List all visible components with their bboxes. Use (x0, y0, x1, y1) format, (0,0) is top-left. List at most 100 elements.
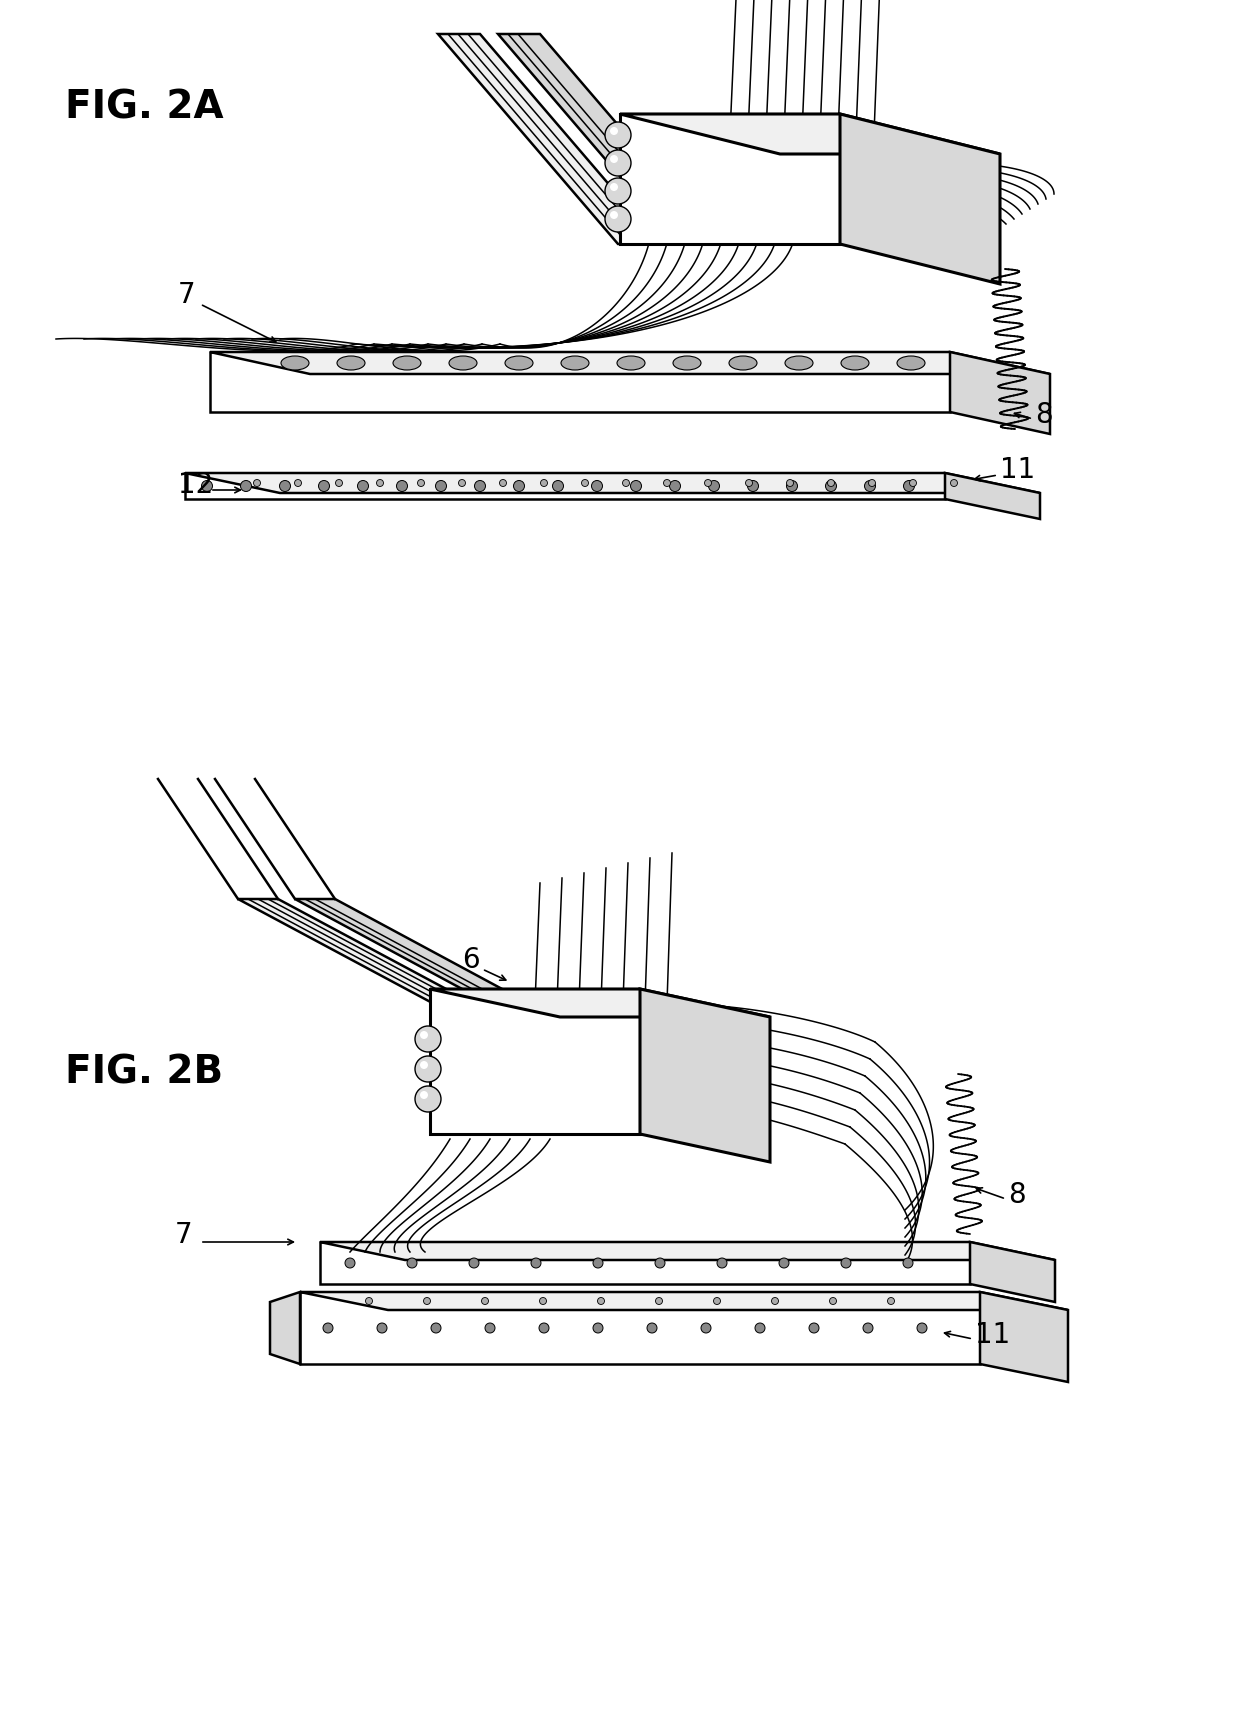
Circle shape (345, 1257, 355, 1268)
Circle shape (377, 1323, 387, 1334)
Text: 8: 8 (1008, 1179, 1025, 1209)
Circle shape (826, 481, 837, 492)
Polygon shape (950, 353, 1050, 435)
Circle shape (610, 128, 618, 135)
Circle shape (808, 1323, 818, 1334)
Circle shape (610, 184, 618, 192)
Polygon shape (238, 899, 605, 1074)
Polygon shape (839, 114, 999, 284)
Text: 11: 11 (999, 456, 1035, 483)
Ellipse shape (729, 357, 756, 371)
Polygon shape (300, 1292, 980, 1365)
Polygon shape (430, 989, 770, 1017)
Polygon shape (970, 1242, 1055, 1302)
Circle shape (622, 480, 630, 487)
Circle shape (357, 481, 368, 492)
Circle shape (539, 1297, 547, 1304)
Polygon shape (185, 475, 945, 501)
Circle shape (500, 480, 506, 487)
Circle shape (336, 480, 342, 487)
Circle shape (418, 480, 424, 487)
Polygon shape (320, 1242, 1055, 1261)
Ellipse shape (337, 357, 365, 371)
Circle shape (415, 1086, 441, 1112)
Circle shape (786, 481, 797, 492)
Ellipse shape (393, 357, 422, 371)
Circle shape (241, 481, 252, 492)
Circle shape (415, 1027, 441, 1053)
Circle shape (485, 1323, 495, 1334)
Circle shape (295, 480, 301, 487)
Polygon shape (438, 35, 660, 244)
Circle shape (593, 1323, 603, 1334)
Circle shape (670, 481, 681, 492)
Circle shape (541, 480, 548, 487)
Circle shape (605, 151, 631, 177)
Circle shape (420, 1031, 428, 1039)
Circle shape (469, 1257, 479, 1268)
Circle shape (605, 206, 631, 232)
Ellipse shape (449, 357, 477, 371)
Circle shape (708, 481, 719, 492)
Circle shape (748, 481, 759, 492)
Circle shape (432, 1323, 441, 1334)
Circle shape (717, 1257, 727, 1268)
Circle shape (598, 1297, 605, 1304)
Polygon shape (210, 353, 1050, 374)
Circle shape (610, 211, 618, 220)
Circle shape (830, 1297, 837, 1304)
Polygon shape (980, 1292, 1068, 1382)
Circle shape (745, 480, 753, 487)
Circle shape (868, 480, 875, 487)
Circle shape (253, 480, 260, 487)
Polygon shape (270, 1292, 300, 1365)
Circle shape (420, 1091, 428, 1100)
Circle shape (366, 1297, 372, 1304)
Polygon shape (640, 989, 770, 1162)
Ellipse shape (281, 357, 309, 371)
Circle shape (322, 1323, 334, 1334)
Circle shape (863, 1323, 873, 1334)
Circle shape (918, 1323, 928, 1334)
Circle shape (903, 1257, 913, 1268)
Circle shape (377, 480, 383, 487)
Circle shape (786, 480, 794, 487)
Text: 6: 6 (463, 946, 480, 973)
Circle shape (481, 1297, 489, 1304)
Circle shape (475, 481, 486, 492)
Ellipse shape (505, 357, 533, 371)
Circle shape (201, 481, 212, 492)
Polygon shape (620, 114, 999, 154)
Circle shape (647, 1323, 657, 1334)
Circle shape (513, 481, 525, 492)
Circle shape (605, 123, 631, 149)
Circle shape (951, 480, 957, 487)
Circle shape (779, 1257, 789, 1268)
Circle shape (397, 481, 408, 492)
Circle shape (888, 1297, 894, 1304)
Circle shape (319, 481, 330, 492)
Circle shape (713, 1297, 720, 1304)
Polygon shape (320, 1242, 970, 1283)
Ellipse shape (897, 357, 925, 371)
Circle shape (610, 156, 618, 165)
Circle shape (704, 480, 712, 487)
Ellipse shape (785, 357, 813, 371)
Text: 8: 8 (1035, 400, 1053, 430)
Polygon shape (295, 899, 660, 1074)
Circle shape (701, 1323, 711, 1334)
Circle shape (407, 1257, 417, 1268)
Circle shape (771, 1297, 779, 1304)
Text: FIG. 2A: FIG. 2A (64, 88, 223, 126)
Polygon shape (185, 475, 1040, 494)
Circle shape (582, 480, 589, 487)
Circle shape (656, 1297, 662, 1304)
Circle shape (827, 480, 835, 487)
Circle shape (593, 1257, 603, 1268)
Text: 11: 11 (975, 1320, 1011, 1347)
Circle shape (909, 480, 916, 487)
Circle shape (279, 481, 290, 492)
Ellipse shape (841, 357, 869, 371)
Circle shape (904, 481, 915, 492)
Circle shape (755, 1323, 765, 1334)
